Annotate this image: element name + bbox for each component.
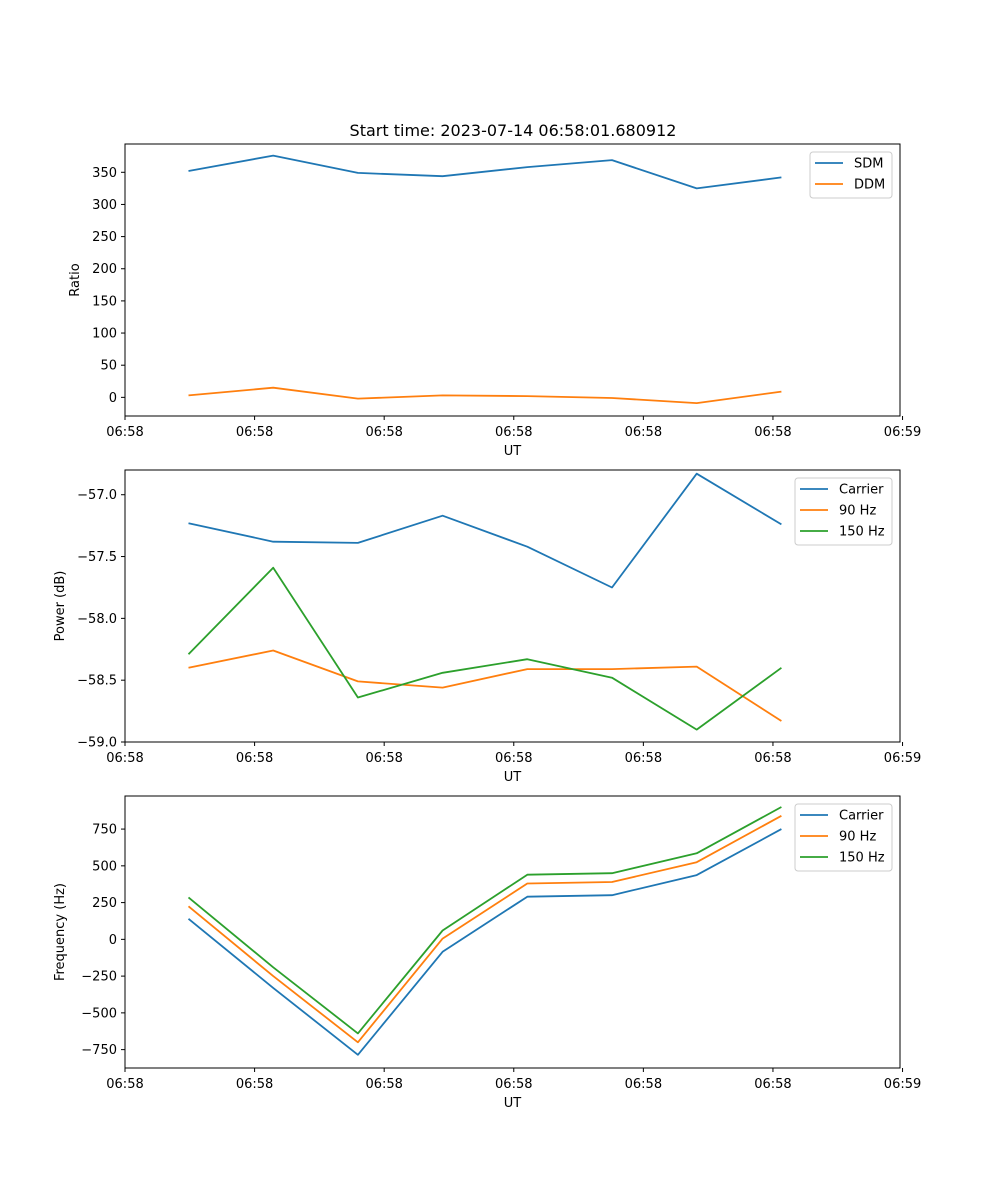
y-tick-label: 100 — [92, 327, 117, 342]
y-axis-label: Power (dB) — [53, 571, 68, 642]
y-tick-label: 0 — [109, 391, 117, 406]
x-tick-label: 06:59 — [884, 425, 921, 440]
y-tick-label: −59.0 — [77, 736, 117, 751]
y-tick-label: −57.5 — [77, 550, 117, 565]
x-tick-label: 06:58 — [236, 425, 273, 440]
y-tick-label: 50 — [100, 359, 117, 374]
y-tick-label: −250 — [81, 970, 117, 985]
legend: Carrier 90 Hz 150 Hz — [794, 803, 893, 872]
x-tick-label: 06:58 — [754, 1077, 791, 1092]
y-tick-label: 200 — [92, 262, 117, 277]
x-tick-label: 06:59 — [884, 751, 921, 766]
y-tick-label: 750 — [92, 823, 117, 838]
y-tick-label: 150 — [92, 294, 117, 309]
y-tick-label: −58.0 — [77, 612, 117, 627]
series-line-150-hz — [187, 806, 782, 1035]
legend-label: 150 Hz — [839, 525, 885, 540]
x-tick-label: 06:58 — [754, 751, 791, 766]
legend-label: Carrier — [839, 483, 884, 498]
x-tick-label: 06:58 — [106, 1077, 143, 1092]
x-tick-label: 06:58 — [495, 751, 532, 766]
x-tick-label: 06:58 — [236, 1077, 273, 1092]
axes-frame — [124, 469, 901, 743]
axes-frame — [124, 143, 901, 417]
y-tick-label: 250 — [92, 230, 117, 245]
series-line-90-hz — [188, 649, 782, 722]
x-tick-label: 06:58 — [106, 425, 143, 440]
y-tick-label: 350 — [92, 166, 117, 181]
series-line-sdm — [188, 154, 782, 190]
y-axis-label: Frequency (Hz) — [53, 883, 68, 981]
x-axis-label: UT — [504, 770, 522, 785]
series-line-150-hz — [187, 566, 782, 731]
y-tick-label: −750 — [81, 1043, 117, 1058]
series-line-carrier — [187, 828, 782, 1056]
chart-panel-2: 06:58 06:58 06:58 06:58 06:58 06:58 06:59 −59.0… — [53, 469, 921, 785]
x-tick-label: 06:58 — [754, 425, 791, 440]
y-tick-label: 0 — [109, 933, 117, 948]
series-line-90-hz — [187, 815, 782, 1044]
x-axis-label: UT — [504, 1096, 522, 1111]
chart-panels: 06:58 06:58 06:58 06:58 06:58 06:58 06:59 0 50 10… — [53, 143, 921, 1111]
x-tick-label: 06:58 — [106, 751, 143, 766]
y-tick-label: 300 — [92, 198, 117, 213]
x-tick-label: 06:58 — [365, 751, 402, 766]
legend-label: 150 Hz — [839, 851, 885, 866]
legend-box — [794, 803, 893, 872]
legend-label: DDM — [854, 178, 885, 193]
x-tick-label: 06:58 — [495, 425, 532, 440]
y-tick-label: −57.0 — [77, 488, 117, 503]
chart-panel-1: 06:58 06:58 06:58 06:58 06:58 06:58 06:59 0 50 10… — [68, 143, 921, 459]
chart-panel-3: 06:58 06:58 06:58 06:58 06:58 06:58 06:59 −750 −… — [53, 795, 921, 1111]
legend-label: 90 Hz — [839, 830, 876, 845]
x-tick-label: 06:58 — [625, 1077, 662, 1092]
x-tick-label: 06:58 — [495, 1077, 532, 1092]
legend: SDM DDM — [809, 151, 893, 199]
x-axis-label: UT — [504, 444, 522, 459]
axes-frame — [124, 795, 901, 1069]
legend: Carrier 90 Hz 150 Hz — [794, 477, 893, 546]
x-tick-label: 06:58 — [365, 425, 402, 440]
figure-title: Start time: 2023-07-14 06:58:01.680912 — [350, 121, 677, 140]
legend-box — [794, 477, 893, 546]
x-tick-label: 06:59 — [884, 1077, 921, 1092]
y-tick-label: −500 — [81, 1006, 117, 1021]
legend-label: Carrier — [839, 809, 884, 824]
series-line-ddm — [188, 386, 782, 405]
x-tick-label: 06:58 — [625, 425, 662, 440]
y-axis-label: Ratio — [68, 263, 83, 296]
y-tick-label: 500 — [92, 859, 117, 874]
x-tick-label: 06:58 — [365, 1077, 402, 1092]
x-tick-label: 06:58 — [236, 751, 273, 766]
x-tick-label: 06:58 — [625, 751, 662, 766]
y-tick-label: −58.5 — [77, 674, 117, 689]
legend-label: SDM — [854, 157, 883, 172]
series-line-carrier — [188, 472, 782, 589]
y-tick-label: 250 — [92, 896, 117, 911]
legend-label: 90 Hz — [839, 504, 876, 519]
